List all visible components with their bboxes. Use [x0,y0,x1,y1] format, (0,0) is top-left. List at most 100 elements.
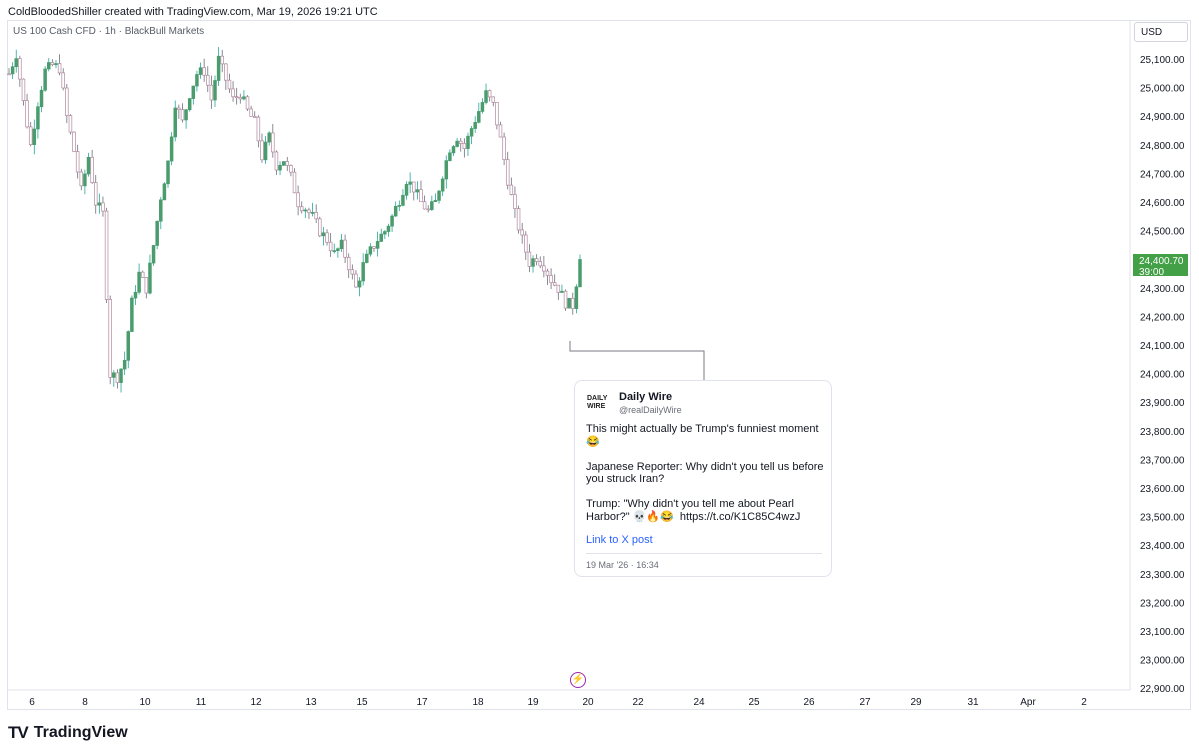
candle-down [206,74,210,86]
candle-up [195,74,199,87]
x-tick-label: 15 [356,697,368,708]
y-tick-label: 23,100.00 [1140,627,1185,638]
candle-up [451,146,456,154]
candle-up [281,161,286,166]
candle-down [61,72,65,89]
candle-up [32,128,37,145]
candle-down [50,62,55,66]
candle-down [563,290,568,309]
candle-down [72,131,76,152]
candle-down [75,151,80,173]
candle-up [408,181,412,185]
candle-down [25,100,29,128]
candle-up [336,248,340,252]
y-tick-label: 24,100.00 [1140,341,1185,352]
candle-up [97,202,102,206]
candle-down [180,109,185,121]
x-tick-label: 12 [250,697,262,708]
logo-line-2: WIRE [587,403,606,410]
candle-down [314,212,318,220]
candle-down [354,273,358,288]
candle-up [43,68,47,91]
candle-down [238,96,243,100]
candle-up [484,90,488,103]
candle-down [498,124,503,138]
candle-up [440,178,445,192]
x-tick-label: 26 [803,697,815,708]
y-tick-label: 22,900.00 [1140,684,1185,695]
link-to-x-post[interactable]: Link to X post [586,534,653,546]
x-tick-label: 29 [910,697,922,708]
candle-up [242,96,246,100]
x-tick-label: 11 [196,697,207,708]
tweet-body: This might actually be Trump's funniest … [586,423,824,523]
candle-up [357,280,362,288]
chart-frame[interactable] [7,20,1191,710]
candle-down [350,269,355,275]
candle-up [184,109,188,121]
candle-up [578,259,582,288]
y-tick-label: 24,800.00 [1140,141,1185,152]
x-tick-label: 8 [82,697,88,708]
candle-down [487,90,492,98]
y-tick-label: 25,000.00 [1140,84,1185,95]
candle-up [213,80,217,101]
y-tick-label: 23,400.00 [1140,541,1185,552]
candle-down [249,108,253,117]
candle-up [401,194,405,206]
candle-down [68,115,73,133]
candle-down [260,140,264,161]
candle-down [426,208,430,211]
tradingview-logo[interactable]: TV TradingView [8,722,128,744]
candle-down [271,132,275,153]
candle-down [108,299,112,378]
candle-down [516,208,521,231]
candle-up [375,241,380,249]
candle-up [567,297,571,309]
candle-up [137,271,141,293]
candle-down [18,58,22,80]
tweet-card[interactable]: DAILY WIRE Daily Wire @realDailyWire Thi… [574,380,832,577]
y-tick-label: 24,500.00 [1140,227,1185,238]
candle-up [122,359,127,370]
y-tick-label: 24,600.00 [1140,198,1185,209]
candle-up [166,160,170,185]
candle-down [343,239,347,258]
candle-down [325,232,329,243]
candle-down [65,87,69,116]
candle-up [365,253,369,263]
x-tick-label: 19 [527,697,539,708]
candle-up [531,258,535,267]
candle-down [274,151,279,171]
candle-up [383,231,387,235]
candle-down [552,282,557,286]
currency-selector[interactable]: USD [1134,22,1188,42]
candle-down [177,107,181,111]
x-tick-label: 22 [632,697,644,708]
candle-down [538,261,542,267]
candle-up [112,372,116,378]
y-tick-label: 23,600.00 [1140,484,1185,495]
candle-up [14,58,18,68]
y-tick-label: 23,900.00 [1140,398,1185,409]
candle-down [57,63,62,74]
candle-down [144,277,149,294]
last-price-value: 24,400.70 [1139,256,1184,267]
lightning-bolt-icon[interactable]: ⚡ [570,672,586,688]
candle-down [292,171,297,194]
candle-up [191,85,196,99]
candle-down [509,184,514,195]
x-tick-label: 2 [1081,697,1087,708]
candle-up [126,331,131,361]
candle-up [379,233,383,242]
candle-down [524,234,528,253]
candle-up [466,135,470,149]
candle-down [224,63,228,81]
candle-up [159,199,163,222]
candle-down [90,156,94,183]
candle-down [556,284,561,293]
candle-up [83,173,87,187]
candle-down [505,159,510,186]
candle-up [86,156,91,175]
